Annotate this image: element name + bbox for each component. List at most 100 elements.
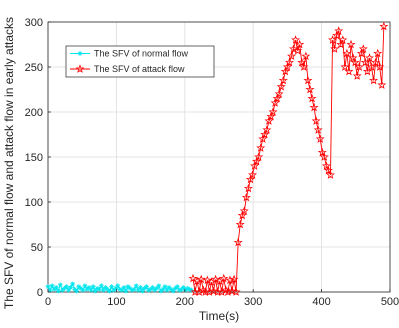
y-axis-label: The SFV of normal flow and attack flow i…: [2, 17, 16, 309]
data-point-normal-flow: [68, 285, 73, 290]
data-point-normal-flow: [174, 284, 180, 289]
data-point-attack-flow: [313, 125, 323, 134]
legend-marker-normal-flow: [77, 51, 83, 56]
data-point-attack-flow: [204, 287, 214, 296]
data-point-attack-flow: [278, 75, 288, 85]
data-point-attack-flow: [352, 71, 362, 80]
data-point-attack-flow: [196, 274, 206, 284]
data-point-attack-flow: [350, 57, 360, 67]
data-point-attack-flow: [315, 134, 325, 143]
data-point-attack-flow: [342, 48, 352, 58]
legend-entry-attack-flow: The SFV of attack flow: [70, 64, 185, 74]
data-point-attack-flow: [262, 125, 272, 134]
legend-label-attack-flow: The SFV of attack flow: [94, 64, 185, 74]
data-point-attack-flow: [336, 39, 346, 49]
data-point-attack-flow: [375, 62, 385, 71]
data-point-normal-flow: [131, 286, 137, 292]
data-point-attack-flow: [299, 62, 309, 71]
data-point-attack-flow: [332, 30, 342, 40]
data-point-attack-flow: [358, 44, 368, 53]
data-point-normal-flow: [156, 283, 162, 289]
data-point-normal-flow: [119, 287, 125, 293]
series-attack-flow: [188, 21, 389, 296]
data-point-normal-flow: [154, 286, 160, 291]
data-point-attack-flow: [268, 107, 278, 116]
legend-marker-attack-flow: [75, 64, 85, 73]
data-point-normal-flow: [66, 287, 71, 293]
y-axis-ticks: 0 50 100 150 200 250 300: [25, 17, 51, 299]
data-point-normal-flow: [55, 288, 61, 294]
data-point-attack-flow: [356, 48, 366, 58]
data-point-attack-flow: [301, 51, 311, 61]
data-point-attack-flow: [202, 275, 212, 285]
data-point-normal-flow: [107, 288, 112, 294]
legend-label-normal-flow: The SFV of normal flow: [94, 49, 189, 59]
data-point-normal-flow: [98, 283, 104, 289]
data-point-attack-flow: [340, 62, 350, 71]
data-point-attack-flow: [369, 75, 379, 85]
y-tick-label: 100: [25, 197, 43, 209]
series-line-attack-flow: [192, 26, 385, 293]
legend: The SFV of normal flow The SFV of attack…: [65, 45, 215, 78]
series-normal-flow: [45, 281, 195, 294]
data-point-attack-flow: [284, 57, 294, 67]
data-point-attack-flow: [291, 35, 301, 44]
x-axis-label: Time(s): [199, 309, 239, 323]
data-point-attack-flow: [252, 156, 262, 166]
data-point-normal-flow: [162, 284, 168, 289]
data-point-attack-flow: [241, 192, 251, 202]
data-point-attack-flow: [254, 152, 264, 161]
data-point-attack-flow: [364, 53, 374, 62]
data-point-attack-flow: [245, 174, 255, 184]
data-point-normal-flow: [53, 285, 59, 290]
data-point-normal-flow: [90, 284, 96, 289]
data-point-normal-flow: [74, 288, 80, 294]
data-point-normal-flow: [115, 283, 121, 289]
data-point-attack-flow: [325, 170, 336, 179]
data-point-attack-flow: [248, 170, 258, 179]
data-point-attack-flow: [223, 287, 233, 296]
data-point-attack-flow: [231, 287, 241, 296]
data-point-attack-flow: [297, 57, 307, 67]
data-point-normal-flow: [160, 286, 166, 292]
data-point-attack-flow: [264, 116, 274, 125]
data-point-attack-flow: [188, 273, 198, 283]
data-point-attack-flow: [295, 39, 305, 49]
data-point-attack-flow: [289, 44, 299, 53]
data-point-attack-flow: [354, 62, 364, 71]
data-point-normal-flow: [80, 287, 86, 293]
x-tick-label: 500: [381, 296, 399, 308]
data-point-normal-flow: [70, 281, 76, 287]
data-point-attack-flow: [243, 183, 253, 193]
y-tick-label: 200: [25, 107, 43, 119]
data-point-attack-flow: [321, 161, 331, 170]
data-point-attack-flow: [303, 75, 313, 85]
data-point-attack-flow: [270, 98, 280, 107]
data-point-normal-flow: [64, 284, 69, 289]
data-point-attack-flow: [309, 102, 319, 112]
data-point-attack-flow: [256, 143, 266, 152]
data-point-normal-flow: [133, 283, 139, 289]
legend-box: [65, 45, 215, 78]
data-point-attack-flow: [307, 93, 317, 103]
data-point-attack-flow: [237, 210, 247, 220]
data-point-attack-flow: [225, 275, 235, 285]
data-point-attack-flow: [282, 62, 292, 71]
data-point-normal-flow: [137, 285, 143, 290]
data-point-normal-flow: [101, 287, 106, 293]
data-point-attack-flow: [346, 39, 356, 49]
x-tick-label: 200: [176, 296, 194, 308]
x-tick-label: 300: [244, 296, 262, 308]
y-tick-label: 150: [25, 152, 43, 164]
y-tick-label: 250: [25, 62, 43, 74]
data-point-normal-flow: [86, 285, 92, 290]
data-point-attack-flow: [239, 206, 249, 215]
data-point-attack-flow: [379, 21, 389, 31]
data-point-attack-flow: [362, 66, 372, 76]
data-point-attack-flow: [348, 53, 358, 62]
data-point-attack-flow: [328, 35, 338, 44]
y-tick-label: 50: [31, 242, 43, 254]
data-point-attack-flow: [371, 57, 381, 67]
data-point-normal-flow: [113, 286, 119, 291]
